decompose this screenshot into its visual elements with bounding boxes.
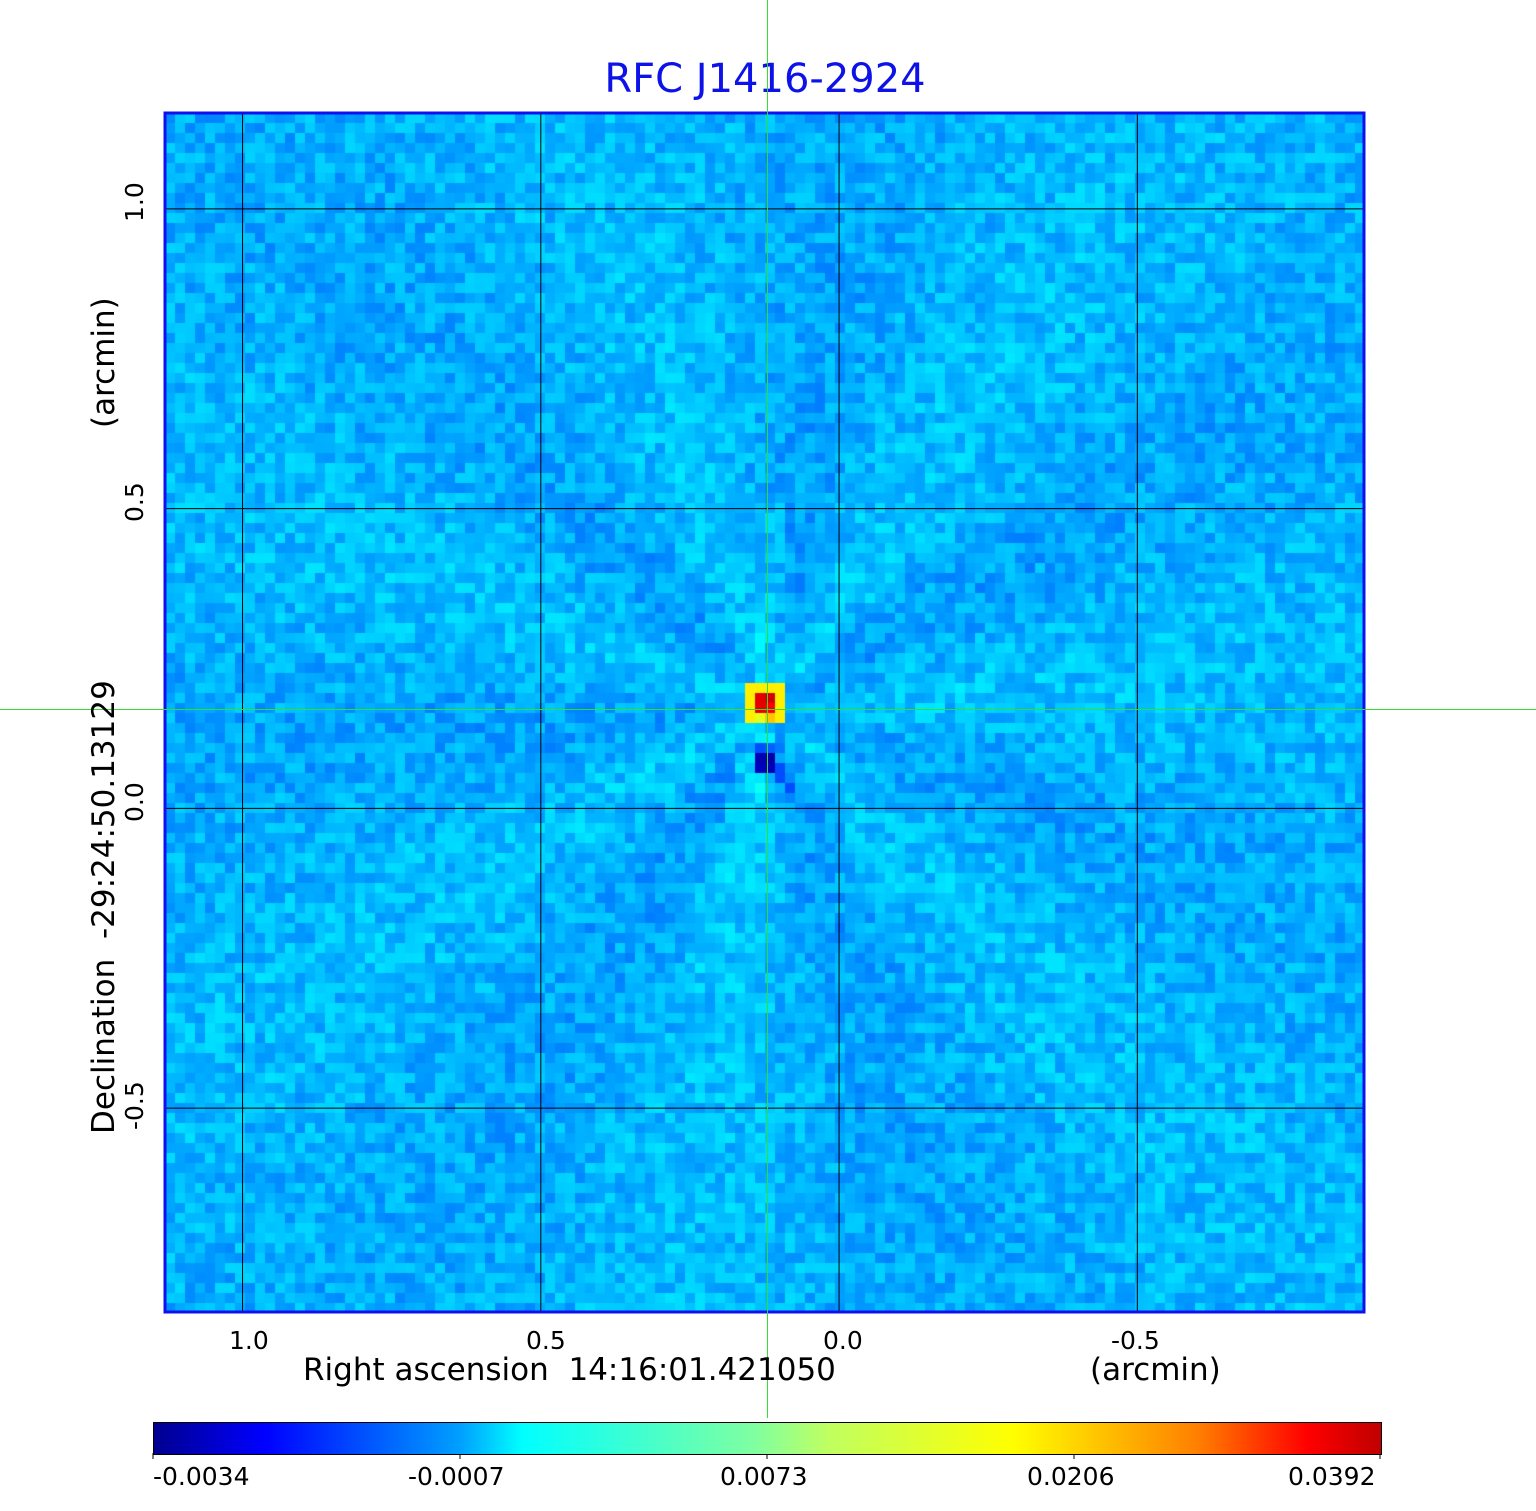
y-tick-label: 0.5 — [120, 482, 149, 522]
colorbar-tick-label: 0.0392 — [1288, 1462, 1376, 1491]
y-tick-label: 1.0 — [120, 182, 149, 222]
x-tick-label: -0.5 — [1111, 1326, 1160, 1355]
y-tick-label: -0.5 — [120, 1081, 149, 1130]
colorbar — [153, 1422, 1382, 1455]
x-tick-label: 1.0 — [229, 1326, 269, 1355]
x-tick-label: 0.5 — [526, 1326, 566, 1355]
y-axis-label: Declination -29:24:50.13129 — [86, 680, 122, 1134]
y-axis-unit: (arcmin) — [86, 297, 122, 428]
intensity-map — [165, 113, 1365, 1313]
plot-title: RFC J1416-2924 — [604, 56, 926, 102]
colorbar-tick-label: -0.0007 — [408, 1462, 505, 1491]
y-tick-label: 0.0 — [120, 782, 149, 822]
x-axis-label: Right ascension 14:16:01.421050 — [303, 1352, 836, 1388]
colorbar-tick-label: 0.0206 — [1027, 1462, 1115, 1491]
colorbar-tick-label: 0.0073 — [720, 1462, 808, 1491]
plot-frame — [163, 111, 1366, 1314]
x-axis-unit: (arcmin) — [1090, 1352, 1221, 1388]
x-tick-label: 0.0 — [823, 1326, 863, 1355]
colorbar-tick-label: -0.0034 — [153, 1462, 250, 1491]
